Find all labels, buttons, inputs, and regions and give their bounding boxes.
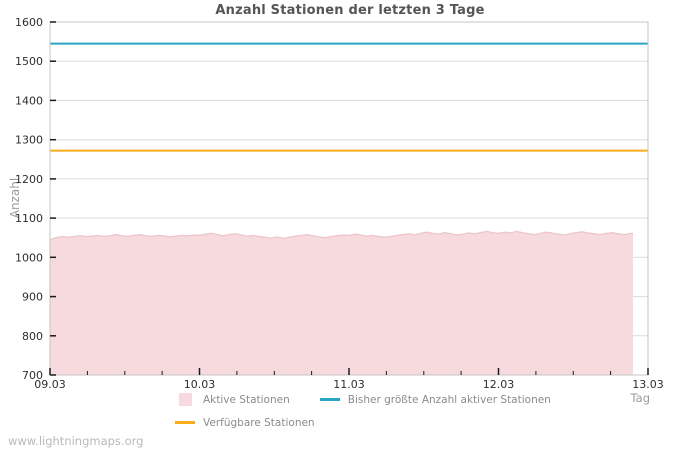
chart-title: Anzahl Stationen der letzten 3 Tage [215, 3, 485, 18]
y-tick-label: 900 [22, 291, 43, 304]
y-tick-label: 800 [22, 330, 43, 343]
x-tick-label: 13.03 [632, 378, 664, 391]
legend-line-swatch-icon [175, 421, 195, 424]
x-axis-label: Tag [630, 391, 650, 405]
swatch-color [178, 393, 192, 406]
legend-item: Bisher größte Anzahl aktiver Stationen [319, 393, 551, 406]
area-series-top-edge [49, 230, 634, 241]
legend-item-label: Aktive Stationen [203, 393, 290, 406]
legend-item: Verfügbare Stationen [175, 417, 315, 429]
legend-row: Verfügbare Stationen [175, 415, 655, 430]
y-tick-label: 1500 [15, 55, 43, 68]
y-tick-label: 700 [22, 369, 43, 382]
y-tick-label: 1300 [15, 134, 43, 147]
x-tick-label: 12.03 [483, 378, 515, 391]
footer-watermark: www.lightningmaps.org [8, 434, 144, 448]
legend-area-swatch-icon [175, 393, 195, 406]
chart-legend: Aktive Stationen Bisher größte Anzahl akt… [175, 392, 655, 438]
legend-row: Aktive Stationen Bisher größte Anzahl akt… [175, 392, 655, 407]
legend-item-label: Verfügbare Stationen [203, 416, 315, 429]
legend-line-swatch-icon [319, 398, 340, 401]
x-tick-label: 11.03 [333, 378, 365, 391]
legend-item: Aktive Stationen [175, 393, 290, 406]
swatch-color [319, 398, 340, 401]
y-tick-label: 1100 [15, 212, 43, 225]
swatch-color [175, 421, 195, 424]
x-tick-label: 09.03 [34, 378, 66, 391]
y-tick-label: 1400 [15, 94, 43, 107]
y-tick-label: 1600 [15, 16, 43, 29]
legend-item-label: Bisher größte Anzahl aktiver Stationen [347, 393, 551, 406]
x-tick-label: 10.03 [184, 378, 216, 391]
y-tick-label: 1000 [15, 251, 43, 264]
area-series [50, 231, 633, 375]
y-tick-label: 1200 [15, 173, 43, 186]
